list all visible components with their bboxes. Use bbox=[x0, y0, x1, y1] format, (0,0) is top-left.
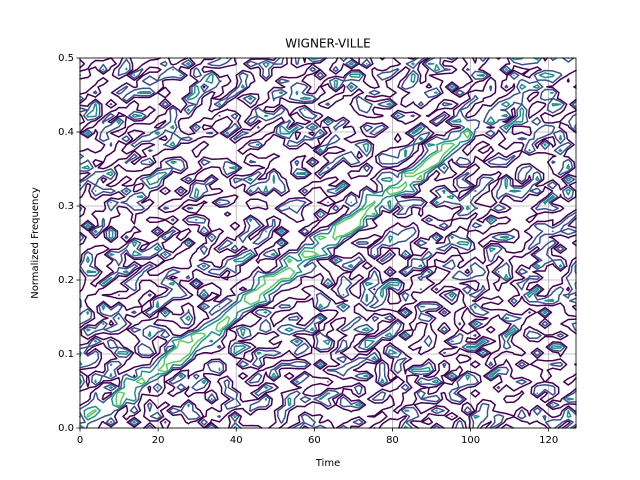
contour-line bbox=[79, 57, 577, 429]
y-tick-label: 0.3 bbox=[58, 201, 74, 212]
x-tick-label: 60 bbox=[308, 435, 321, 446]
chart-title: WIGNER-VILLE bbox=[285, 37, 370, 51]
y-tick-label: 0.2 bbox=[58, 275, 74, 286]
y-axis-label: Normalized Frequency bbox=[30, 187, 41, 299]
contour-line bbox=[79, 57, 577, 429]
contour-line bbox=[79, 120, 492, 429]
y-tick-label: 0.5 bbox=[58, 53, 74, 64]
x-tick-label: 40 bbox=[230, 435, 243, 446]
x-tick-label: 0 bbox=[77, 435, 83, 446]
x-tick-label: 80 bbox=[386, 435, 399, 446]
x-tick-label: 100 bbox=[461, 435, 480, 446]
x-axis-label: Time bbox=[315, 458, 340, 469]
x-tick-label: 120 bbox=[539, 435, 558, 446]
plot-frame bbox=[79, 57, 577, 429]
y-tick-label: 0.4 bbox=[58, 127, 74, 138]
y-tick-label: 0.1 bbox=[58, 349, 74, 360]
y-tick-label: 0.0 bbox=[58, 423, 74, 434]
x-tick-label: 20 bbox=[152, 435, 165, 446]
